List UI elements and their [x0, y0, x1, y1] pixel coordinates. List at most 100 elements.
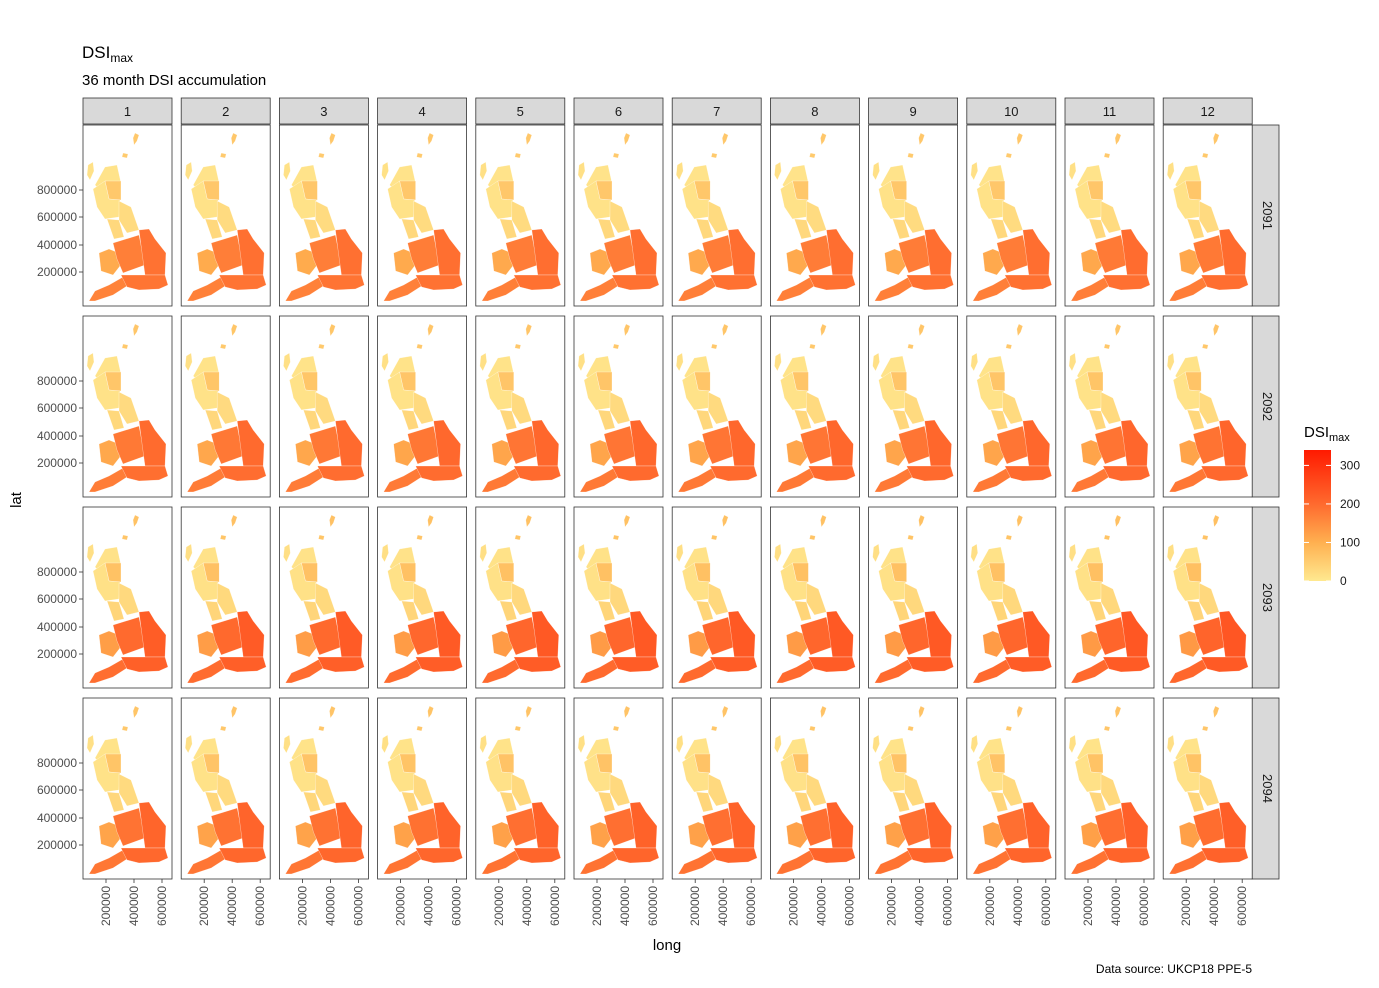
map-region: [1213, 514, 1220, 528]
map-region: [381, 543, 389, 563]
row-strip: [1251, 124, 1280, 307]
map-region: [1005, 725, 1013, 732]
map-region: [708, 582, 729, 616]
facet-panel: [1064, 124, 1155, 307]
map-region: [283, 352, 291, 372]
map-region: [514, 343, 522, 350]
uk-map: [283, 514, 365, 684]
facet-panel: [671, 697, 762, 880]
map-region: [283, 161, 291, 181]
map-region: [210, 807, 244, 847]
map-region: [218, 274, 267, 291]
map-region: [1213, 705, 1220, 719]
map-region: [231, 514, 238, 528]
map-region: [413, 773, 434, 807]
map-region: [329, 705, 336, 719]
map-region: [623, 514, 631, 528]
map-region: [904, 773, 925, 807]
map-region: [709, 847, 758, 864]
facet-panel: [573, 315, 664, 498]
facet-panel: [278, 697, 369, 880]
map-region: [918, 514, 925, 528]
map-region: [416, 534, 423, 541]
map-region: [809, 343, 816, 350]
map-region: [218, 656, 267, 673]
map-region: [695, 409, 714, 431]
map-region: [701, 234, 735, 274]
map-region: [204, 218, 223, 240]
map-region: [806, 391, 827, 425]
uk-map: [970, 323, 1053, 493]
map-region: [416, 343, 423, 350]
uk-map: [185, 514, 267, 684]
map-region: [499, 791, 518, 813]
x-tick-label: 400000: [520, 886, 534, 926]
map-region: [1186, 791, 1205, 813]
facet-panel: [377, 506, 468, 689]
map-region: [106, 600, 125, 622]
map-region: [907, 534, 914, 541]
map-region: [1200, 656, 1249, 673]
map-region: [808, 274, 856, 291]
x-tick-label: 600000: [548, 886, 562, 926]
column-strip-label: 4: [418, 104, 425, 119]
map-region: [1186, 600, 1205, 622]
map-region: [722, 514, 729, 528]
map-region: [479, 352, 487, 372]
facet-panel: [966, 124, 1057, 307]
map-region: [996, 425, 1030, 465]
facet-panel: [671, 315, 762, 498]
map-region: [1199, 200, 1220, 234]
map-region: [872, 734, 880, 754]
map-region: [820, 132, 827, 146]
map-region: [612, 343, 620, 350]
x-tick-label: 600000: [155, 886, 169, 926]
map-region: [609, 200, 631, 234]
facet-panels: [82, 124, 1253, 880]
facet-panel: [278, 506, 369, 689]
map-region: [1167, 734, 1175, 754]
uk-map: [1068, 514, 1151, 684]
map-region: [511, 582, 533, 616]
map-region: [1201, 152, 1209, 159]
uk-map: [86, 323, 169, 493]
uk-map: [479, 323, 562, 493]
map-region: [996, 616, 1030, 656]
x-tick-label: 600000: [1039, 886, 1053, 926]
x-tick-label: 200000: [295, 886, 309, 926]
map-region: [1004, 465, 1053, 482]
column-strip: [868, 97, 958, 125]
x-tick-label: 600000: [646, 886, 660, 926]
map-region: [609, 582, 631, 616]
facet-panel: [868, 697, 958, 880]
map-region: [996, 807, 1030, 847]
map-region: [1114, 323, 1122, 337]
map-region: [513, 847, 562, 864]
facet-panel: [770, 506, 860, 689]
x-tick-label: 200000: [394, 886, 408, 926]
legend-title: DSImax: [1304, 424, 1350, 444]
map-region: [121, 152, 129, 159]
map-region: [1005, 152, 1013, 159]
legend-tick-label: 100: [1340, 535, 1360, 549]
map-region: [577, 161, 586, 181]
map-region: [609, 773, 631, 807]
map-region: [303, 409, 321, 431]
map-region: [415, 656, 463, 673]
uk-map: [185, 132, 267, 302]
column-strip-label: 3: [320, 104, 327, 119]
map-region: [623, 132, 631, 146]
x-tick-label: 200000: [688, 886, 702, 926]
column-strip-label: 7: [713, 104, 720, 119]
uk-map: [577, 132, 660, 302]
map-region: [794, 791, 812, 813]
map-region: [514, 725, 522, 732]
facet-panel: [1162, 506, 1253, 689]
map-region: [609, 391, 631, 425]
x-tick-label: 600000: [450, 886, 464, 926]
legend: DSImax 300 200 100 0: [1304, 424, 1360, 588]
map-region: [309, 616, 342, 656]
x-tick-label: 200000: [492, 886, 506, 926]
map-region: [701, 807, 735, 847]
